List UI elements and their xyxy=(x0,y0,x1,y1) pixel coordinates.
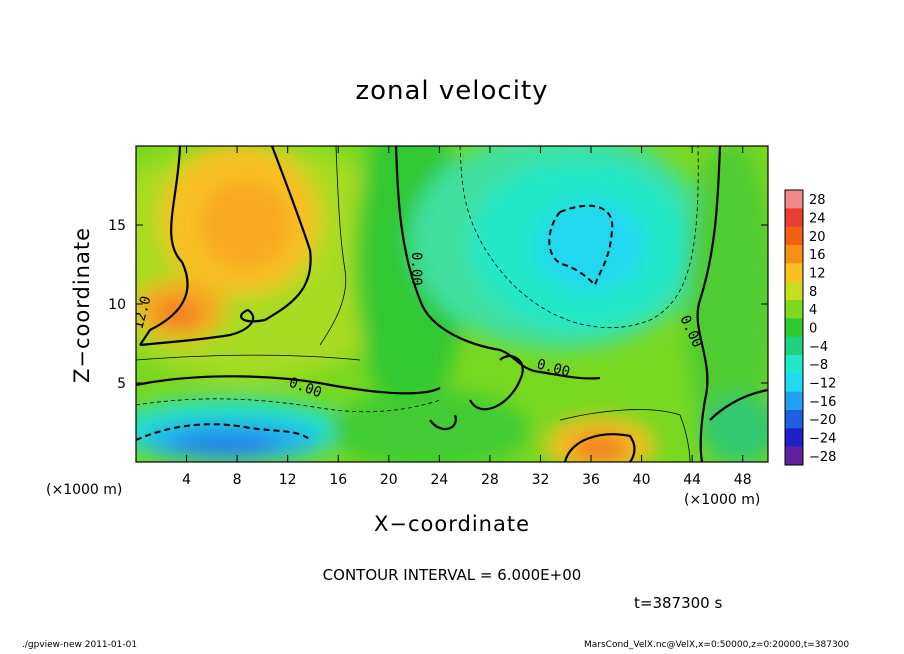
colorbar-swatch xyxy=(785,391,803,411)
colorbar-swatch xyxy=(785,300,803,319)
x-axis: 4 8 12 16 20 24 28 32 36 40 44 48 xyxy=(182,146,752,488)
time-label: t=387300 s xyxy=(634,594,723,612)
x-tick-label: 48 xyxy=(734,472,752,488)
x-tick-label: 40 xyxy=(633,472,651,488)
colorbar-label: 24 xyxy=(809,212,826,227)
colorbar-swatch xyxy=(785,281,803,301)
colorbar-label: −28 xyxy=(809,450,836,465)
colorbar-frame xyxy=(784,189,804,466)
y-tick-label: 5 xyxy=(117,376,126,392)
x-axis-unit: (×1000 m) xyxy=(46,482,123,498)
colorbar-label: 16 xyxy=(809,248,826,263)
y-axis-label: Z−coordinate xyxy=(70,227,94,383)
colorbar: 28 24 20 16 12 8 4 0 −4 −8 −12 −16 −20 −24 −28 xyxy=(784,189,836,466)
x-tick-label: 12 xyxy=(279,472,297,488)
colorbar-label: −16 xyxy=(809,395,836,410)
x-axis-label: X−coordinate xyxy=(374,512,530,536)
colorbar-swatch xyxy=(785,245,803,264)
contour-label: 0.00 xyxy=(408,252,424,286)
x-tick-label: 16 xyxy=(329,472,347,488)
heatmap-field: 0.00 0.00 0.00 0.00 12.0 xyxy=(136,146,768,462)
colorbar-swatch xyxy=(785,263,803,283)
colorbar-swatch xyxy=(785,336,803,356)
x-tick-label: 44 xyxy=(683,472,701,488)
colorbar-label: 12 xyxy=(809,267,826,282)
x-tick-label: 24 xyxy=(430,472,448,488)
chart-title: zonal velocity xyxy=(355,76,549,106)
footer-left: ./gpview-new 2011-01-01 xyxy=(22,640,138,650)
colorbar-label: −4 xyxy=(809,340,828,355)
colorbar-label: 28 xyxy=(809,193,826,208)
colorbar-swatch xyxy=(785,373,803,393)
colorbar-label: −24 xyxy=(809,432,836,447)
colorbar-label: −20 xyxy=(809,413,836,428)
colorbar-label: −12 xyxy=(809,377,836,392)
footer-right: MarsCond_VelX.nc@VelX,x=0:50000,z=0:2000… xyxy=(584,640,850,650)
y-tick-label: 10 xyxy=(108,297,126,313)
x-tick-label: 20 xyxy=(380,472,398,488)
colorbar-label: 0 xyxy=(809,322,817,337)
x-tick-label: 36 xyxy=(582,472,600,488)
y-tick-label: 15 xyxy=(108,218,126,234)
x-tick-label: 8 xyxy=(233,472,242,488)
x-tick-label: 28 xyxy=(481,472,499,488)
x-tick-label: 4 xyxy=(182,472,191,488)
colorbar-swatch xyxy=(785,208,803,228)
colorbar-label: −8 xyxy=(809,358,828,373)
colorbar-label: 20 xyxy=(809,230,826,245)
colorbar-swatch xyxy=(785,410,803,429)
x-axis-unit-right: (×1000 m) xyxy=(684,492,761,508)
colorbar-swatch xyxy=(785,318,803,338)
colorbar-swatch xyxy=(785,355,803,374)
colorbar-swatch xyxy=(785,428,803,448)
colorbar-label: 4 xyxy=(809,303,817,318)
colorbar-swatch xyxy=(785,226,803,246)
contour-interval-note: CONTOUR INTERVAL = 6.000E+00 xyxy=(322,566,582,584)
y-axis: 5 10 15 xyxy=(108,218,768,392)
colorbar-label: 8 xyxy=(809,285,817,300)
colorbar-swatch xyxy=(785,190,803,209)
x-tick-label: 32 xyxy=(532,472,550,488)
colorbar-swatch xyxy=(785,446,803,466)
